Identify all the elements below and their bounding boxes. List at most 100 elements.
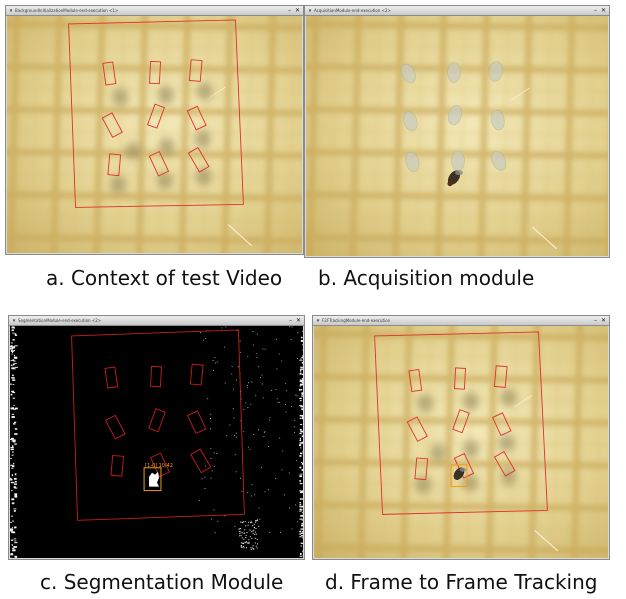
noise-pixel [212, 360, 214, 362]
noise-pixel [275, 477, 277, 479]
noise-pixel [277, 401, 279, 403]
grid-line [306, 21, 608, 31]
noise-pixel [14, 366, 19, 368]
grid-line [478, 16, 490, 256]
noise-pixel [295, 394, 297, 396]
noise-pixel [251, 484, 253, 486]
noise-pixel [243, 542, 245, 544]
zone-box [186, 410, 207, 435]
noise-pixel [13, 510, 16, 512]
noise-pixel [251, 381, 253, 383]
zone-box [452, 409, 470, 434]
noise-pixel [13, 538, 17, 540]
noise-pixel [233, 417, 235, 419]
grid-line [7, 63, 302, 74]
noise-pixel [300, 545, 302, 547]
minimize-button[interactable]: – [594, 317, 597, 324]
noise-pixel [14, 487, 18, 489]
well [488, 61, 503, 82]
chevron-down-icon[interactable]: ▾ [12, 318, 16, 324]
noise-pixel [12, 384, 15, 385]
grid-line [306, 87, 608, 93]
minimize-button[interactable]: – [288, 7, 291, 14]
noise-pixel [299, 506, 303, 508]
noise-pixel [10, 437, 14, 440]
empty-wells [400, 61, 507, 172]
zone-box [147, 103, 165, 129]
noise-pixel [302, 524, 303, 527]
noise-pixel [210, 457, 212, 459]
grid-line [7, 129, 302, 136]
close-button[interactable]: ✕ [295, 317, 301, 324]
chevron-down-icon[interactable]: ▾ [316, 318, 320, 324]
grid-line [7, 21, 302, 31]
noise-pixel [14, 345, 18, 347]
noise-pixel [289, 507, 290, 509]
noise-pixel [255, 533, 257, 535]
noise-pixel [12, 440, 16, 443]
grid-line [7, 44, 302, 50]
detection-box [143, 467, 162, 492]
noise-pixel [278, 353, 280, 355]
noise-pixel [10, 345, 13, 348]
caption-a: a. Context of test Video [46, 266, 283, 290]
zone-box [186, 105, 207, 131]
noise-pixel [240, 398, 242, 400]
chevron-down-icon[interactable]: ▾ [308, 8, 312, 14]
noise-pixel [296, 395, 298, 397]
noise-pixel [238, 531, 240, 533]
noise-pixel [210, 417, 212, 419]
noise-pixel [11, 467, 14, 469]
noise-pixel [299, 490, 301, 492]
zone-box [104, 414, 126, 440]
grid-line [552, 326, 560, 558]
noise-pixel [300, 336, 303, 339]
noise-pixel [250, 403, 252, 405]
noise-pixel [268, 419, 270, 421]
noise-pixel [248, 542, 250, 544]
grid-line [520, 16, 533, 256]
noise-pixel [301, 361, 303, 364]
noise-pixel [211, 470, 213, 472]
noise-pixel [243, 532, 245, 534]
noise-pixel [254, 531, 256, 533]
noise-pixel [255, 521, 257, 523]
noise-pixel [252, 545, 254, 547]
noise-pixel [281, 360, 283, 362]
noise-pixel [11, 445, 14, 447]
chevron-down-icon[interactable]: ▾ [9, 8, 13, 14]
noise-pixel [299, 530, 302, 533]
minimize-button[interactable]: – [289, 317, 292, 324]
noise-pixel [247, 407, 249, 408]
segmentation-canvas: [1-0] 10/42 [10, 326, 303, 558]
close-button[interactable]: ✕ [600, 317, 606, 324]
noise-pixel [204, 488, 206, 489]
noise-pixel [241, 490, 243, 492]
close-button[interactable]: ✕ [294, 7, 300, 14]
noise-pixel [10, 448, 14, 451]
noise-pixel [261, 383, 263, 385]
noise-pixel [236, 436, 238, 438]
noise-pixel [299, 417, 302, 420]
noise-pixel [14, 494, 18, 497]
noise-pixel [247, 524, 249, 526]
noise-pixel [243, 409, 245, 411]
grid-line [314, 544, 608, 554]
noise-pixel [10, 481, 15, 484]
noise-pixel [240, 528, 242, 530]
noise-pixel [258, 429, 260, 431]
grid-line [314, 482, 608, 488]
noise-pixel [301, 391, 303, 394]
noise-pixel [299, 482, 302, 485]
minimize-button[interactable]: – [594, 7, 597, 14]
grid-line [179, 16, 191, 253]
noise-pixel [244, 521, 246, 523]
sample-shadow [157, 86, 174, 105]
noise-pixel [271, 390, 273, 391]
noise-pixel [11, 474, 13, 477]
noise-pixel [300, 490, 303, 493]
noise-pixel [299, 455, 302, 457]
noise-pixel [269, 417, 271, 419]
close-button[interactable]: ✕ [600, 7, 606, 14]
zone-box [148, 150, 170, 177]
